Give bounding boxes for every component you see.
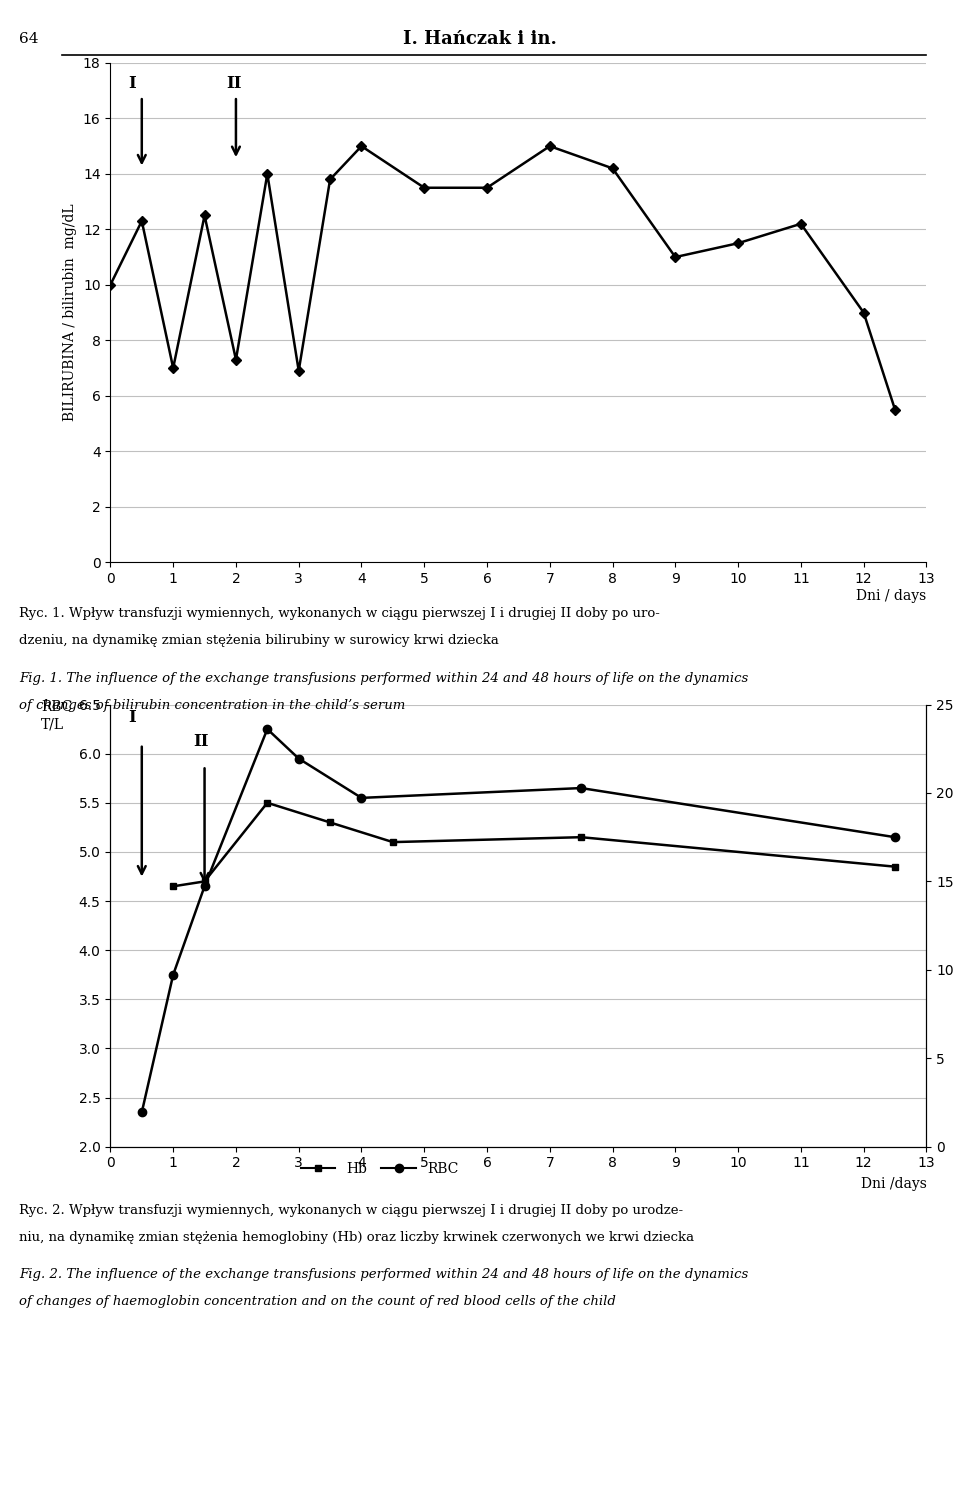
Text: 64: 64 [19, 31, 38, 46]
Text: Fig. 2. The influence of the exchange transfusions performed within 24 and 48 ho: Fig. 2. The influence of the exchange tr… [19, 1268, 749, 1282]
Text: Ryc. 2. Wpływ transfuzji wymiennych, wykonanych w ciągu pierwszej I i drugiej II: Ryc. 2. Wpływ transfuzji wymiennych, wyk… [19, 1204, 684, 1217]
Text: Dni /days: Dni /days [860, 1177, 926, 1190]
Text: Ryc. 1. Wpływ transfuzji wymiennych, wykonanych w ciągu pierwszej I i drugiej II: Ryc. 1. Wpływ transfuzji wymiennych, wyk… [19, 607, 660, 621]
Text: of changes of haemoglobin concentration and on the count of red blood cells of t: of changes of haemoglobin concentration … [19, 1295, 616, 1309]
Text: I: I [128, 709, 135, 726]
Text: II: II [227, 75, 242, 91]
Text: of changes of bilirubin concentration in the child’s serum: of changes of bilirubin concentration in… [19, 699, 405, 712]
Text: dzeniu, na dynamikę zmian stężenia bilirubiny w surowicy krwi dziecka: dzeniu, na dynamikę zmian stężenia bilir… [19, 634, 499, 648]
Legend: Hb, RBC: Hb, RBC [296, 1157, 464, 1181]
Y-axis label: BILIRUBINA / bilirubin  mg/dL: BILIRUBINA / bilirubin mg/dL [63, 204, 78, 421]
Text: niu, na dynamikę zmian stężenia hemoglobiny (Hb) oraz liczby krwinek czerwonych : niu, na dynamikę zmian stężenia hemoglob… [19, 1231, 694, 1244]
Text: I. Hańczak i in.: I. Hańczak i in. [403, 30, 557, 48]
Text: Dni / days: Dni / days [856, 589, 926, 603]
Text: RBC
T/L: RBC T/L [41, 700, 72, 732]
Text: I: I [128, 75, 135, 91]
Text: Fig. 1. The influence of the exchange transfusions performed within 24 and 48 ho: Fig. 1. The influence of the exchange tr… [19, 672, 749, 685]
Text: II: II [193, 733, 208, 750]
